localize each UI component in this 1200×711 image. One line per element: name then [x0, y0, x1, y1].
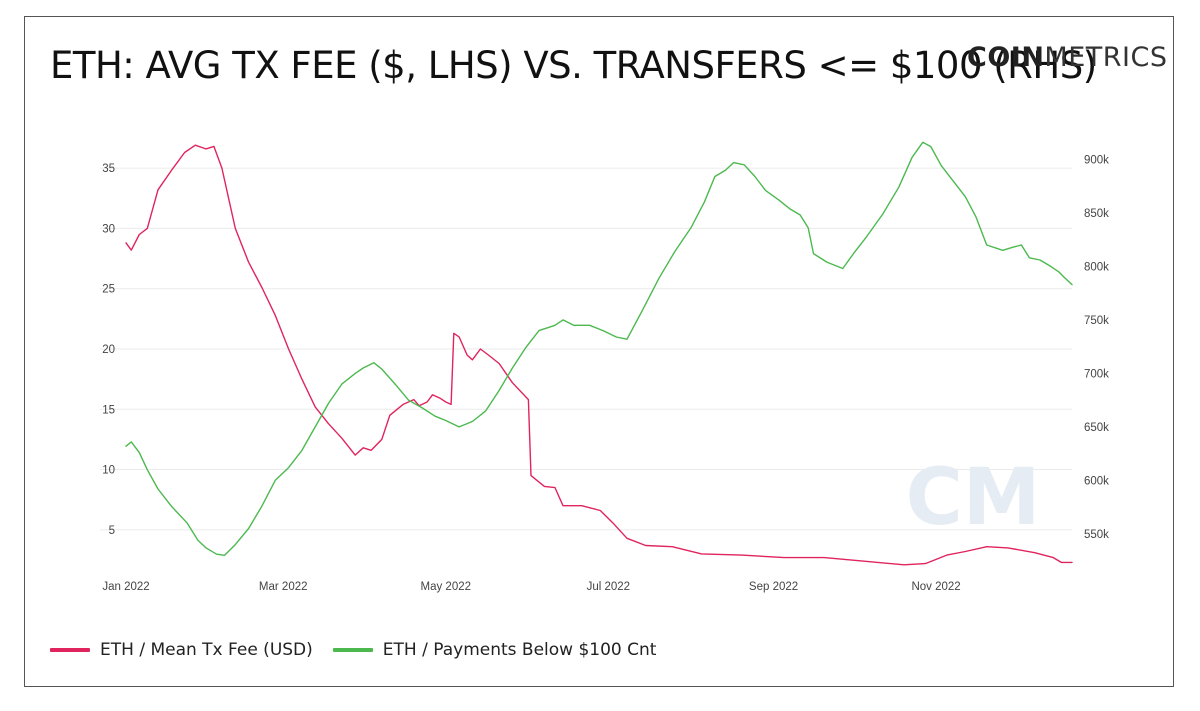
legend-swatch-fee [50, 648, 90, 652]
right-tick-label: 600k [1084, 475, 1109, 487]
left-tick-label: 15 [102, 404, 115, 416]
right-tick-label: 850k [1084, 208, 1109, 220]
right-tick-label: 750k [1084, 315, 1109, 327]
series-lines [125, 141, 1073, 566]
coinmetrics-logo: COINMETRICS [967, 42, 1167, 73]
legend-item-payments[interactable]: ETH / Payments Below $100 Cnt [332, 640, 657, 660]
left-tick-label: 20 [102, 344, 115, 356]
right-tick-label: 900k [1084, 154, 1109, 166]
legend-label-payments: ETH / Payments Below $100 Cnt [382, 640, 657, 660]
x-tick-label: May 2022 [421, 581, 472, 593]
x-axis-ticks: Jan 2022 Mar 2022 May 2022 Jul 2022 Sep 2022… [102, 581, 960, 593]
legend-item-fee[interactable]: ETH / Mean Tx Fee (USD) [50, 640, 313, 660]
left-tick-label: 10 [102, 465, 115, 477]
right-tick-label: 800k [1084, 261, 1109, 273]
right-axis-ticks: 550k 600k 650k 700k 750k 800k 850k 900k [1084, 154, 1109, 541]
watermark-logo: CM [906, 453, 1041, 543]
left-axis-ticks: 5 10 15 20 25 30 35 [102, 163, 115, 537]
logo-light-text: METRICS [1044, 42, 1168, 73]
left-tick-label: 30 [102, 223, 115, 235]
legend-swatch-payments [332, 648, 373, 652]
right-tick-label: 650k [1084, 422, 1109, 434]
x-tick-label: Nov 2022 [911, 581, 960, 593]
left-tick-label: 5 [109, 525, 115, 537]
x-tick-label: Mar 2022 [259, 581, 308, 593]
x-tick-label: Sep 2022 [749, 581, 798, 593]
fee-series-line [125, 144, 1073, 566]
chart-title: ETH: AVG TX FEE ($, LHS) VS. TRANSFERS <… [50, 44, 1097, 87]
right-tick-label: 550k [1084, 529, 1109, 541]
logo-bold-text: COIN [967, 42, 1045, 73]
legend: ETH / Mean Tx Fee (USD) ETH / Payments B… [50, 640, 676, 660]
left-tick-label: 35 [102, 163, 115, 175]
left-tick-label: 25 [102, 284, 115, 296]
chart-frame [24, 16, 1174, 687]
payments-series-line [125, 141, 1073, 556]
x-tick-label: Jul 2022 [587, 581, 630, 593]
x-tick-label: Jan 2022 [102, 581, 149, 593]
legend-label-fee: ETH / Mean Tx Fee (USD) [100, 640, 313, 660]
right-tick-label: 700k [1084, 368, 1109, 380]
